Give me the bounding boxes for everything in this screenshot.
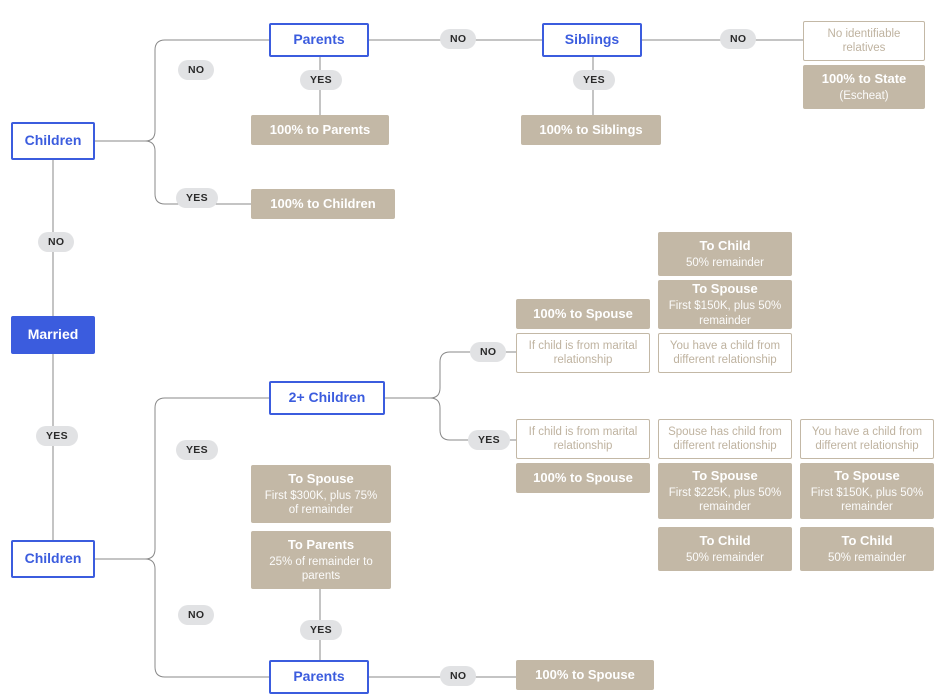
node-yes_cond2: Spouse has child from different relation… (658, 419, 792, 459)
node-label: To Spouse (692, 468, 757, 484)
node-yes_cond1: If child is from marital relationship (516, 419, 650, 459)
node-no_spouse_150: To Spouse First $150K, plus 50% remainder (658, 280, 792, 329)
node-label: Siblings (565, 31, 619, 49)
node-label: You have a child from different relation… (807, 425, 927, 454)
node-label: 100% to Children (270, 196, 375, 212)
node-label: If child is from marital relationship (523, 425, 643, 454)
node-sublabel: 50% remainder (828, 551, 906, 565)
node-out_parents_25: To Parents 25% of remainder to parents (251, 531, 391, 589)
node-out_spouse_300: To Spouse First $300K, plus 75% of remain… (251, 465, 391, 523)
node-out_spouse_bot: 100% to Spouse (516, 660, 654, 690)
node-label: To Spouse (692, 281, 757, 297)
node-no_relatives: No identifiable relatives (803, 21, 925, 61)
badge-b_yes_parents_bot: YES (300, 620, 342, 640)
node-label: 100% to State (822, 71, 907, 87)
node-label: If child is from marital relationship (523, 339, 643, 368)
flowchart-canvas: Married Children Children Parents Siblings 2+… (0, 0, 934, 692)
node-label: You have a child from different relation… (665, 339, 785, 368)
node-label: To Parents (288, 537, 354, 553)
node-no_child_50: To Child 50% remainder (658, 232, 792, 276)
node-no_cond: If child is from marital relationship (516, 333, 650, 373)
node-label: To Child (699, 533, 750, 549)
badge-b_yes_parents_top: YES (300, 70, 342, 90)
node-children_bot: Children (11, 540, 95, 578)
node-label: Parents (293, 668, 344, 686)
node-label: Married (28, 326, 79, 344)
node-label: 2+ Children (289, 389, 366, 407)
node-sublabel: 25% of remainder to parents (259, 555, 383, 584)
node-out_children: 100% to Children (251, 189, 395, 219)
node-siblings: Siblings (542, 23, 642, 57)
node-no_cond2: You have a child from different relation… (658, 333, 792, 373)
node-label: Spouse has child from different relation… (665, 425, 785, 454)
badge-b_yes_children_bot: YES (176, 440, 218, 460)
node-sublabel: First $150K, plus 50% remainder (808, 486, 926, 515)
node-two_children: 2+ Children (269, 381, 385, 415)
node-yes_cond3: You have a child from different relation… (800, 419, 934, 459)
node-label: 100% to Spouse (533, 306, 633, 322)
badge-b_no_parents_bot: NO (440, 666, 476, 686)
badge-b_no_siblings: NO (720, 29, 756, 49)
edge-layer (0, 0, 934, 692)
node-sublabel: 50% remainder (686, 256, 764, 270)
node-sublabel: First $300K, plus 75% of remainder (259, 489, 383, 518)
node-married: Married (11, 316, 95, 354)
badge-b_no_children_top: NO (178, 60, 214, 80)
node-label: Children (25, 132, 82, 150)
node-yes_child2: To Child 50% remainder (658, 527, 792, 571)
node-out_parents: 100% to Parents (251, 115, 389, 145)
node-sublabel: First $150K, plus 50% remainder (666, 299, 784, 328)
node-label: Children (25, 550, 82, 568)
badge-b_yes_siblings: YES (573, 70, 615, 90)
node-yes_child3: To Child 50% remainder (800, 527, 934, 571)
node-yes_spouse2: To Spouse First $225K, plus 50% remainder (658, 463, 792, 519)
node-label: 100% to Spouse (533, 470, 633, 486)
node-label: To Child (841, 533, 892, 549)
node-label: 100% to Spouse (535, 667, 635, 683)
node-out_state: 100% to State (Escheat) (803, 65, 925, 109)
badge-b_no_children_bot: NO (178, 605, 214, 625)
node-label: No identifiable relatives (810, 27, 918, 56)
node-parents_top: Parents (269, 23, 369, 57)
node-yes_spouse1: 100% to Spouse (516, 463, 650, 493)
node-yes_spouse3: To Spouse First $150K, plus 50% remainder (800, 463, 934, 519)
node-parents_bot: Parents (269, 660, 369, 694)
badge-b_no_married: NO (38, 232, 74, 252)
node-out_siblings: 100% to Siblings (521, 115, 661, 145)
badge-b_no_2children: NO (470, 342, 506, 362)
badge-b_yes_married: YES (36, 426, 78, 446)
node-label: Parents (293, 31, 344, 49)
node-sublabel: First $225K, plus 50% remainder (666, 486, 784, 515)
node-label: To Spouse (288, 471, 353, 487)
node-no_100_spouse: 100% to Spouse (516, 299, 650, 329)
node-label: To Spouse (834, 468, 899, 484)
badge-b_yes_children_top: YES (176, 188, 218, 208)
badge-b_no_parents_top: NO (440, 29, 476, 49)
node-sublabel: (Escheat) (839, 89, 888, 103)
node-label: 100% to Siblings (539, 122, 642, 138)
node-label: 100% to Parents (270, 122, 370, 138)
badge-b_yes_2children: YES (468, 430, 510, 450)
node-label: To Child (699, 238, 750, 254)
node-sublabel: 50% remainder (686, 551, 764, 565)
node-children_top: Children (11, 122, 95, 160)
